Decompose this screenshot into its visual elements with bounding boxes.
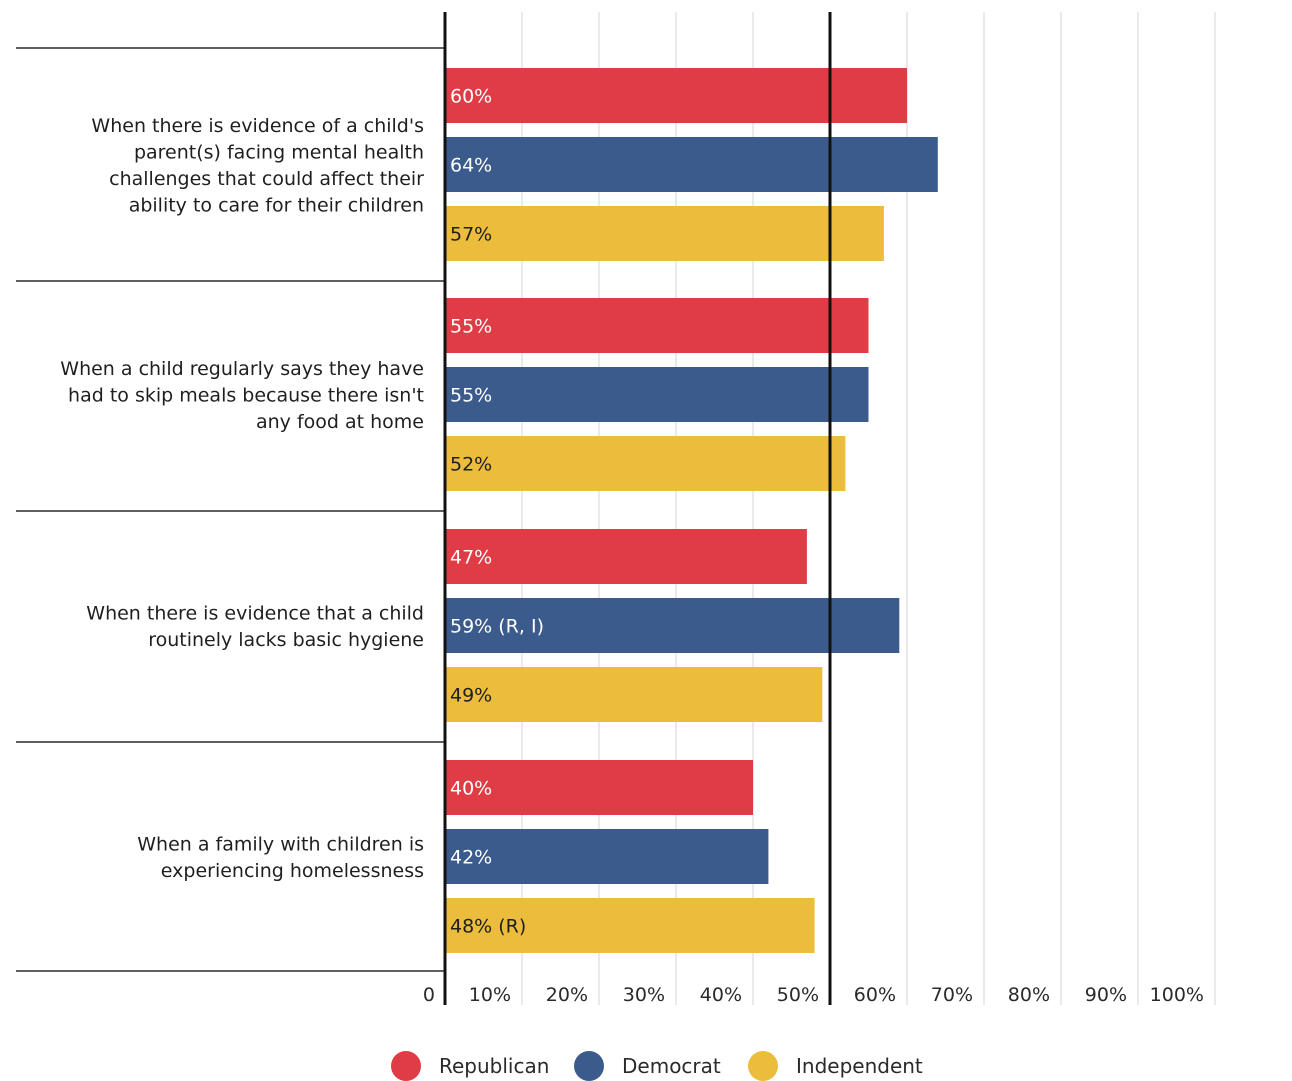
x-tick-label-20: 20% — [546, 984, 588, 1006]
legend-label-independent: Independent — [796, 1054, 923, 1078]
legend-marker-democrat — [574, 1051, 604, 1081]
category-label-2-line-1: When a child regularly says they have — [60, 358, 424, 380]
bar-democrat-4 — [445, 829, 769, 884]
legend-marker-independent — [748, 1051, 778, 1081]
bar-independent-2 — [445, 436, 846, 491]
x-tick-label-80: 80% — [1008, 984, 1050, 1006]
bar-label-independent-2: 52% — [450, 454, 492, 476]
x-tick-label-90: 90% — [1085, 984, 1127, 1006]
bar-label-democrat-1: 64% — [450, 155, 492, 177]
bar-label-democrat-2: 55% — [450, 385, 492, 407]
bar-democrat-1 — [445, 137, 938, 192]
x-tick-label-60: 60% — [854, 984, 896, 1006]
legend-label-republican: Republican — [439, 1054, 549, 1078]
bar-label-democrat-4: 42% — [450, 847, 492, 869]
legend-label-democrat: Democrat — [622, 1054, 721, 1078]
bar-label-independent-1: 57% — [450, 224, 492, 246]
bar-republican-4 — [445, 760, 753, 815]
x-tick-label-40: 40% — [700, 984, 742, 1006]
x-tick-label-100: 100% — [1150, 984, 1204, 1006]
category-label-1-line-4: ability to care for their children — [129, 194, 424, 216]
category-label-4-line-2: experiencing homelessness — [161, 860, 424, 882]
bar-label-democrat-3: 59% (R, I) — [450, 616, 544, 638]
bar-label-independent-4: 48% (R) — [450, 916, 526, 938]
category-label-1-line-3: challenges that could affect their — [109, 168, 424, 190]
category-label-2-line-2: had to skip meals because there isn't — [68, 385, 424, 407]
bar-republican-2 — [445, 298, 869, 353]
bar-label-republican-3: 47% — [450, 547, 492, 569]
category-label-3-line-2: routinely lacks basic hygiene — [148, 629, 424, 651]
x-tick-label-30: 30% — [623, 984, 665, 1006]
bar-democrat-2 — [445, 367, 869, 422]
bar-label-republican-1: 60% — [450, 86, 492, 108]
bar-label-republican-4: 40% — [450, 778, 492, 800]
bar-label-republican-2: 55% — [450, 316, 492, 338]
bar-independent-4 — [445, 898, 815, 953]
category-label-1-line-1: When there is evidence of a child's — [91, 115, 424, 137]
x-tick-label-0: 0 — [423, 984, 435, 1006]
category-label-2-line-3: any food at home — [256, 411, 424, 433]
category-label-1-line-2: parent(s) facing mental health — [134, 141, 424, 163]
bar-democrat-3 — [445, 598, 900, 653]
category-label-3-line-1: When there is evidence that a child — [86, 602, 424, 624]
bar-republican-3 — [445, 529, 807, 584]
bar-label-independent-3: 49% — [450, 685, 492, 707]
x-tick-label-50: 50% — [777, 984, 819, 1006]
x-tick-label-70: 70% — [931, 984, 973, 1006]
bar-republican-1 — [445, 68, 907, 123]
category-label-4-line-1: When a family with children is — [137, 833, 424, 855]
x-tick-label-10: 10% — [469, 984, 511, 1006]
legend-marker-republican — [391, 1051, 421, 1081]
bar-independent-1 — [445, 206, 884, 261]
bar-independent-3 — [445, 667, 823, 722]
